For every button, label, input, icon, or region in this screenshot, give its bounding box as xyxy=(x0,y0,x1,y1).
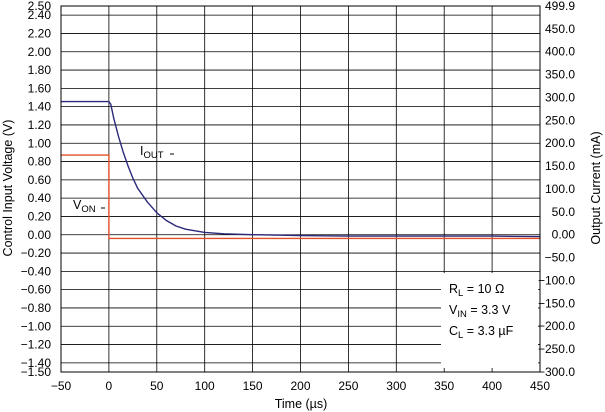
right-tick-label: −250.0 xyxy=(538,342,575,356)
left-tick-label: −1.00 xyxy=(21,319,52,333)
x-tick-label: 300 xyxy=(386,379,406,393)
right-tick-labels: 499.9 450.0 400.0 350.0 300.0 250.0 200.0 150.0… xyxy=(538,0,575,379)
condition-cl: CL = 3.3 µF xyxy=(449,324,514,341)
x-tick-label: 0 xyxy=(106,379,113,393)
right-tick-label: −150.0 xyxy=(538,296,575,310)
right-tick-label: 100.0 xyxy=(545,182,575,196)
x-tick-labels: −50 0 50 100 150 200 250 300 350 400 450 xyxy=(51,379,551,393)
left-tick-label: −1.20 xyxy=(21,338,52,352)
left-tick-label: −0.20 xyxy=(21,246,52,260)
iout-label: IOUT xyxy=(140,144,164,161)
left-tick-label: 2.50 xyxy=(28,0,52,13)
left-tick-label: 1.40 xyxy=(28,100,52,114)
plot-frame xyxy=(60,5,541,373)
right-tick-label: 350.0 xyxy=(545,68,575,82)
x-tick-label: 400 xyxy=(482,379,502,393)
left-tick-label: 0.80 xyxy=(28,155,52,169)
left-tick-label: 2.00 xyxy=(28,45,52,59)
right-tick-label: 499.9 xyxy=(545,0,575,13)
x-tick-label: 350 xyxy=(434,379,454,393)
right-tick-label: −100.0 xyxy=(538,273,575,287)
left-tick-label: 1.60 xyxy=(28,81,52,95)
right-tick-label: 50.0 xyxy=(552,205,576,219)
right-tick-label: −300.0 xyxy=(538,365,575,379)
x-tick-label: 450 xyxy=(530,379,550,393)
left-tick-label: 0.40 xyxy=(28,191,52,205)
right-tick-label: 300.0 xyxy=(545,90,575,104)
right-tick-label: 0.00 xyxy=(552,228,576,242)
left-tick-label: 0.20 xyxy=(28,209,52,223)
left-tick-label: 0.60 xyxy=(28,173,52,187)
x-tick-label: 150 xyxy=(243,379,263,393)
left-tick-label: 2.40 xyxy=(28,8,52,22)
right-tick-label: 450.0 xyxy=(545,22,575,36)
left-tick-label: 2.20 xyxy=(28,26,52,40)
series-line-von xyxy=(61,154,540,240)
x-tick-label: 200 xyxy=(290,379,310,393)
left-tick-label: −0.80 xyxy=(21,301,52,315)
left-tick-label: 0.00 xyxy=(28,228,52,242)
left-tick-label: −0.40 xyxy=(21,264,52,278)
right-tick-label: −50.0 xyxy=(545,251,576,265)
right-axis-title: Output Current (mA) xyxy=(589,131,603,244)
conditions-box xyxy=(441,273,538,368)
x-tick-label: 100 xyxy=(195,379,215,393)
condition-vin: VIN = 3.3 V xyxy=(449,303,511,320)
right-tick-label: 150.0 xyxy=(545,159,575,173)
series-line-iout xyxy=(61,100,541,238)
left-tick-label: 1.00 xyxy=(28,136,52,150)
right-tick-label: 250.0 xyxy=(545,113,575,127)
left-tick-label: −1.50 xyxy=(21,365,52,379)
x-tick-label: 50 xyxy=(150,379,164,393)
condition-rl: RL = 10 Ω xyxy=(449,282,504,299)
left-tick-label: 1.80 xyxy=(28,63,52,77)
x-axis-title: Time (µs) xyxy=(275,397,328,411)
left-tick-labels: 2.502.40 2.20 2.00 1.80 1.60 1.40 1.20 1.00 0.80… xyxy=(21,0,52,379)
right-tick-label: −200.0 xyxy=(538,319,575,333)
right-tick-label: 200.0 xyxy=(545,136,575,150)
right-tick-label: 400.0 xyxy=(545,45,575,59)
x-tick-label: 250 xyxy=(338,379,358,393)
von-label: VON xyxy=(73,198,96,215)
x-tick-label: −50 xyxy=(51,379,72,393)
left-tick-label: −0.60 xyxy=(21,283,52,297)
left-tick-label: −1.40 xyxy=(21,356,52,370)
series-layer xyxy=(61,100,541,240)
left-tick-label: 1.20 xyxy=(28,118,52,132)
left-axis-title: Control Input Voltage (V) xyxy=(1,120,15,257)
